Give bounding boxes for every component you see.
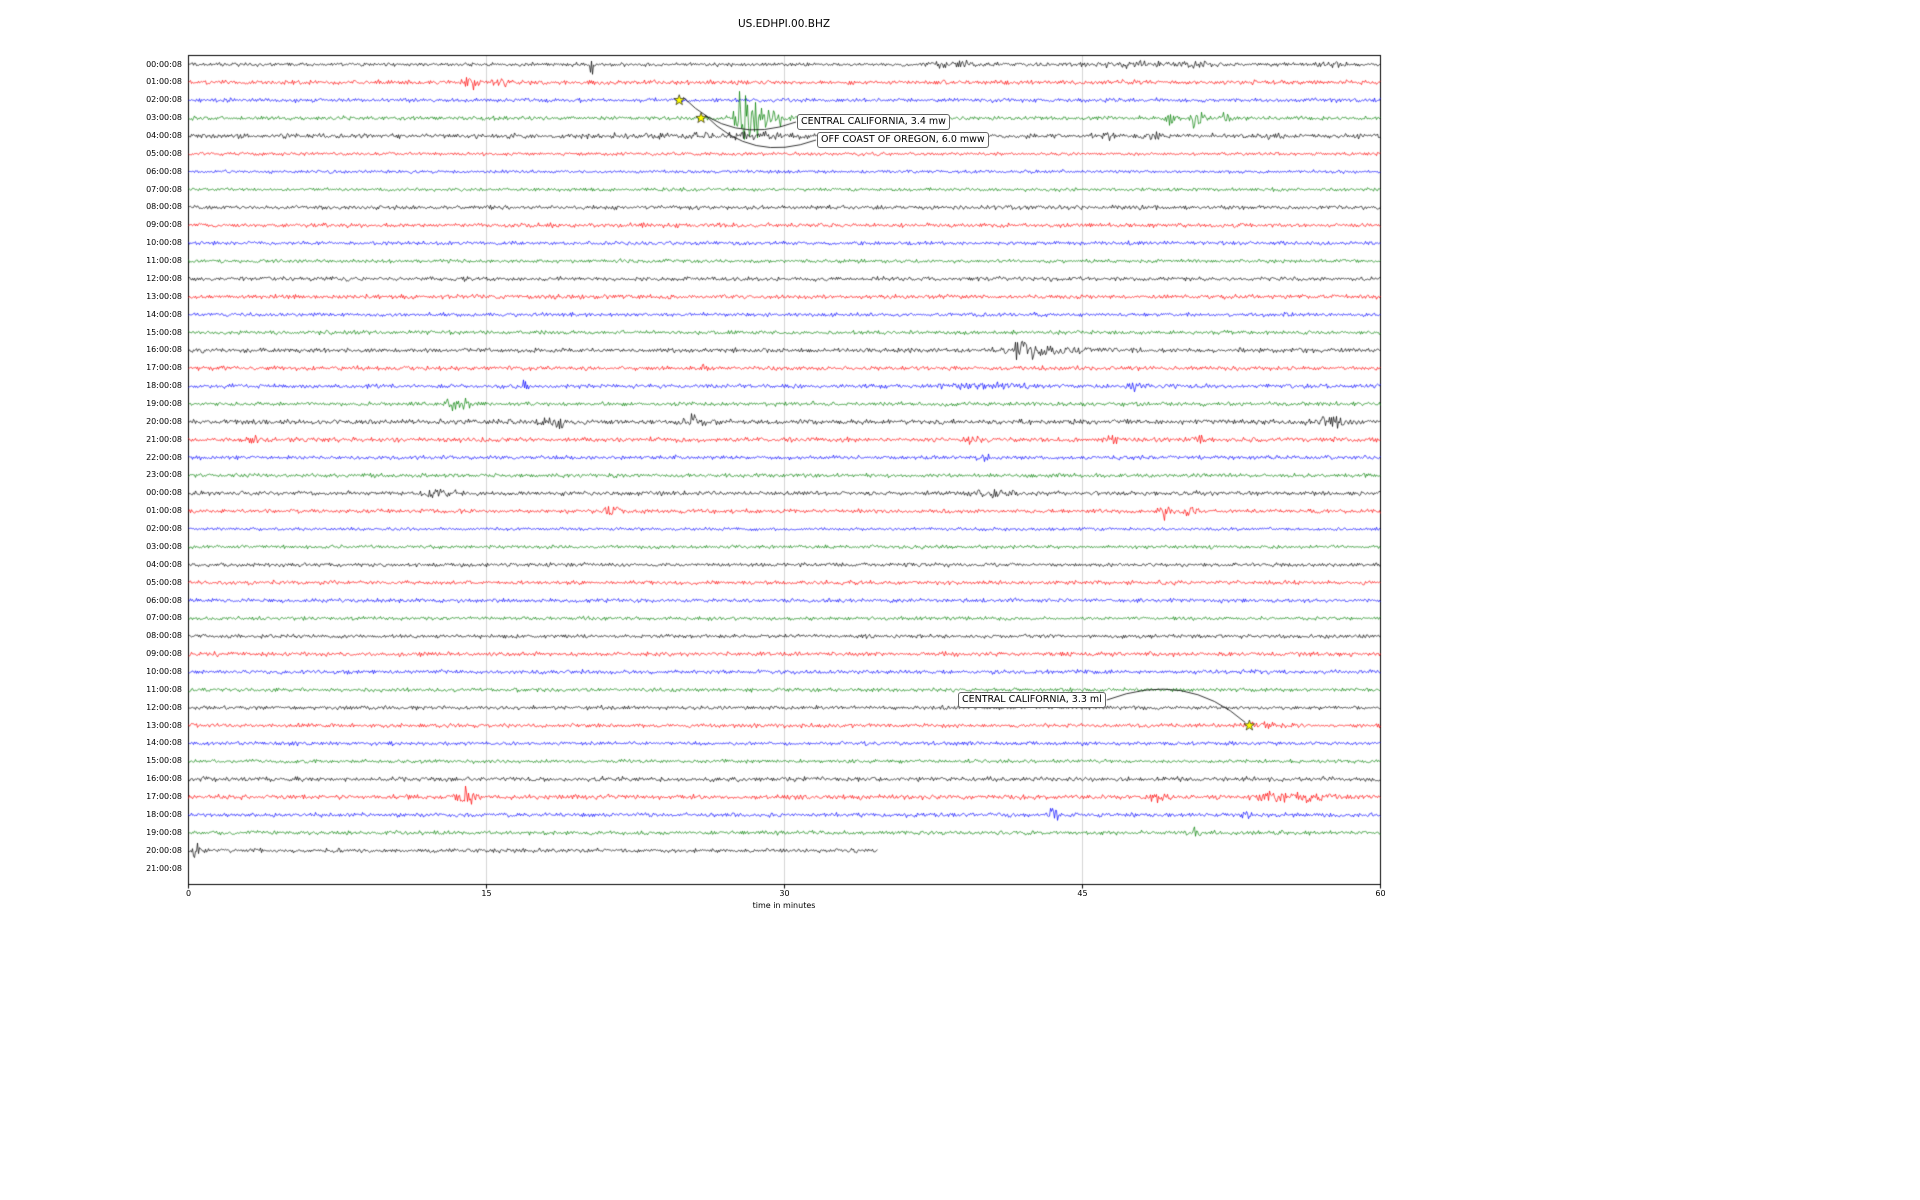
y-axis-time-label: 09:00:08: [146, 220, 182, 230]
x-axis-tick-label: 15: [481, 889, 492, 898]
y-axis-time-label: 09:00:08: [146, 649, 182, 659]
y-axis-time-label: 15:00:08: [146, 756, 182, 766]
y-axis-time-label: 04:00:08: [146, 130, 182, 140]
y-axis-time-label: 06:00:08: [146, 595, 182, 605]
y-axis-time-label: 03:00:08: [146, 541, 182, 551]
y-axis-time-label: 17:00:08: [146, 792, 182, 802]
y-axis-time-label: 05:00:08: [146, 148, 182, 158]
y-axis-time-label: 07:00:08: [146, 613, 182, 623]
x-axis-title: time in minutes: [752, 901, 816, 910]
event-annotation-box: OFF COAST OF OREGON, 6.0 mww: [817, 132, 989, 148]
y-axis-time-label: 11:00:08: [146, 256, 182, 266]
y-axis-time-label: 19:00:08: [146, 398, 182, 408]
y-axis-time-label: 02:00:08: [146, 524, 182, 534]
y-axis-time-label: 07:00:08: [146, 184, 182, 194]
x-axis-tick-label: 60: [1375, 889, 1386, 898]
y-axis-time-label: 20:00:08: [146, 845, 182, 855]
y-axis-time-label: 01:00:08: [146, 506, 182, 516]
y-axis-time-label: 13:00:08: [146, 291, 182, 301]
y-axis-time-label: 12:00:08: [146, 702, 182, 712]
y-axis-time-label: 02:00:08: [146, 95, 182, 105]
y-axis-time-label: 19:00:08: [146, 827, 182, 837]
y-axis-time-label: 10:00:08: [146, 666, 182, 676]
y-axis-time-label: 04:00:08: [146, 559, 182, 569]
y-axis-time-label: 06:00:08: [146, 166, 182, 176]
y-axis-time-label: 21:00:08: [146, 863, 182, 873]
y-axis-time-label: 18:00:08: [146, 809, 182, 819]
y-axis-time-label: 01:00:08: [146, 77, 182, 87]
y-axis-time-label: 16:00:08: [146, 774, 182, 784]
y-axis-time-label: 00:00:08: [146, 59, 182, 69]
y-axis-time-label: 13:00:08: [146, 720, 182, 730]
y-axis-time-label: 03:00:08: [146, 113, 182, 123]
y-axis-time-label: 14:00:08: [146, 738, 182, 748]
y-axis-time-label: 14:00:08: [146, 309, 182, 319]
y-axis-time-label: 05:00:08: [146, 577, 182, 587]
y-axis-time-label: 11:00:08: [146, 684, 182, 694]
event-annotation-box: CENTRAL CALIFORNIA, 3.3 ml: [958, 692, 1106, 708]
x-axis-tick-label: 0: [185, 889, 192, 898]
y-axis-time-label: 23:00:08: [146, 470, 182, 480]
y-axis-time-label: 00:00:08: [146, 488, 182, 498]
y-axis-time-label: 22:00:08: [146, 452, 182, 462]
y-axis-time-label: 15:00:08: [146, 327, 182, 337]
y-axis-time-label: 12:00:08: [146, 273, 182, 283]
event-annotation-box: CENTRAL CALIFORNIA, 3.4 mw: [797, 114, 950, 130]
y-axis-time-label: 08:00:08: [146, 202, 182, 212]
y-axis-time-label: 18:00:08: [146, 381, 182, 391]
y-axis-time-label: 08:00:08: [146, 631, 182, 641]
y-axis-time-label: 10:00:08: [146, 238, 182, 248]
y-axis-time-label: 21:00:08: [146, 434, 182, 444]
x-axis-tick-label: 45: [1077, 889, 1088, 898]
x-axis-tick-label: 30: [779, 889, 790, 898]
chart-title: US.EDHPI.00.BHZ: [737, 18, 831, 30]
y-axis-time-label: 16:00:08: [146, 345, 182, 355]
y-axis-time-label: 17:00:08: [146, 363, 182, 373]
y-axis-time-label: 20:00:08: [146, 416, 182, 426]
